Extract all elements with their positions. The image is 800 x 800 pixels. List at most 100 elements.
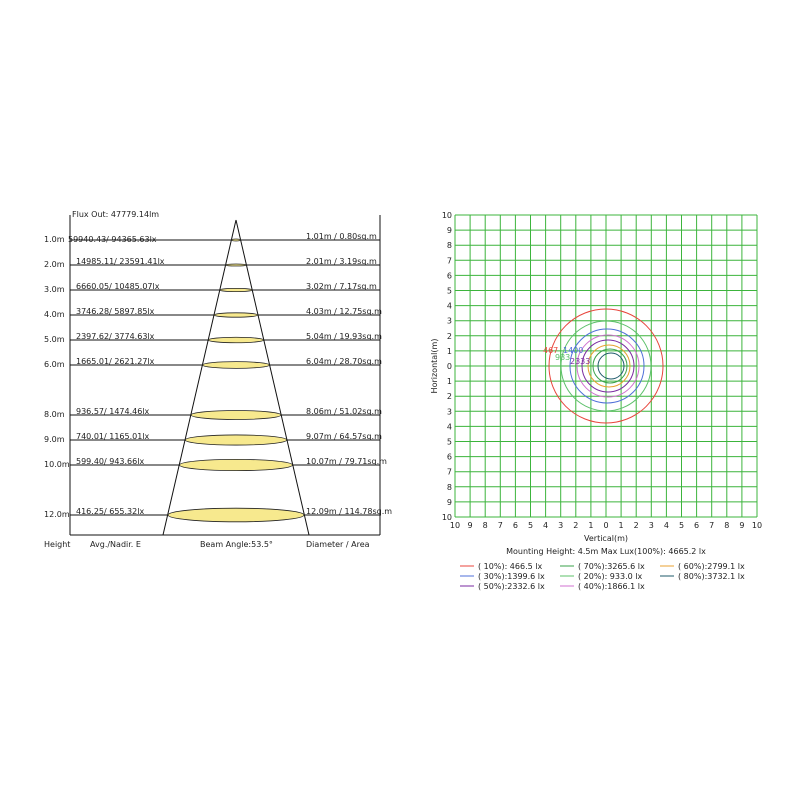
x-tick-label: 6 [513,521,518,530]
row-illuminance: 59940.43/ 94365.63lx [68,235,157,244]
contour-label: 933 [555,353,570,362]
footer-illuminance: Avg./Nadir. E [90,540,141,549]
beam-ellipse [219,287,253,293]
flux-out: Flux Out: 47779.14lm [72,210,159,219]
contour [592,348,628,384]
contour [576,334,640,398]
footer-beam-angle: Beam Angle:53.5° [200,540,273,549]
contour [587,344,631,388]
y-tick-label: 2 [447,392,452,401]
legend-label: ( 30%):1399.6 lx [478,572,545,581]
legend-label: ( 80%):3732.1 lx [678,572,745,581]
cone-edge [235,219,310,536]
row-illuminance: 599.40/ 943.66lx [76,457,144,466]
y-tick-label: 8 [447,483,452,492]
row-diameter: 6.04m / 28.70sq.m [306,357,382,366]
y-tick-label: 7 [447,256,452,265]
row-height: 4.0m [44,310,65,319]
y-tick-label: 1 [447,377,452,386]
y-tick-label: 5 [447,287,452,296]
contour [560,320,652,412]
y-tick-label: 3 [447,407,452,416]
row-height: 12.0m [44,510,70,519]
beam-ellipse [202,361,270,369]
beam-ellipse [179,458,293,472]
row-height: 6.0m [44,360,65,369]
row-diameter: 12.09m / 114.78sq.m [306,507,392,516]
cone-edge [162,219,237,536]
x-tick-label: 5 [528,521,533,530]
footer-diameter: Diameter / Area [306,540,370,549]
x-tick-label: 3 [649,521,654,530]
legend-label: ( 40%):1866.1 lx [578,582,645,591]
row-height: 9.0m [44,435,65,444]
row-height: 3.0m [44,285,65,294]
y-tick-label: 10 [442,211,452,220]
beam-ellipse [225,263,247,267]
legend-label: ( 50%):2332.6 lx [478,582,545,591]
row-diameter: 1.01m / 0.80sq.m [306,232,377,241]
x-tick-label: 10 [450,521,460,530]
row-height: 8.0m [44,410,65,419]
row-diameter: 3.02m / 7.17sq.m [306,282,377,291]
x-tick-label: 6 [694,521,699,530]
isolux-diagram: Horizontal(m) Vertical(m) Mounting Heigh… [430,211,762,591]
x-tick-label: 4 [664,521,669,530]
y-tick-label: 4 [447,422,452,431]
summary: Mounting Height: 4.5m Max Lux(100%): 466… [506,547,706,556]
row-diameter: 5.04m / 19.93sq.m [306,332,382,341]
y-tick-label: 6 [447,271,452,280]
row-illuminance: 2397.62/ 3774.63lx [76,332,155,341]
y-tick-label: 1 [447,347,452,356]
x-tick-label: 1 [588,521,593,530]
y-tick-label: 9 [447,498,452,507]
row-height: 1.0m [44,235,65,244]
beam-ellipse [184,434,288,446]
x-tick-label: 9 [739,521,744,530]
contour-label: 1400 [563,346,583,355]
beam-ellipse [230,238,242,242]
x-tick-label: 1 [619,521,624,530]
x-tick-label: 4 [543,521,548,530]
x-tick-label: 2 [634,521,639,530]
beam-ellipse [167,507,305,523]
legend-label: ( 70%):3265.6 lx [578,562,645,571]
footer-height: Height [44,540,70,549]
contour [548,308,664,424]
x-tick-label: 7 [709,521,714,530]
y-tick-label: 5 [447,438,452,447]
contour [569,328,645,404]
contour-label: 467 [543,346,558,355]
contour [597,352,625,380]
x-tick-label: 5 [679,521,684,530]
y-tick-label: 7 [447,468,452,477]
row-illuminance: 416.25/ 655.32lx [76,507,144,516]
row-height: 2.0m [44,260,65,269]
x-tick-label: 2 [573,521,578,530]
row-height: 10.0m [44,460,70,469]
row-diameter: 8.06m / 51.02sq.m [306,407,382,416]
x-tick-label: 10 [752,521,762,530]
cone-diagram: Flux Out: 47779.14lm Height Avg./Nadir. … [44,210,392,549]
row-illuminance: 3746.28/ 5897.85lx [76,307,155,316]
y-tick-label: 0 [447,362,452,371]
row-diameter: 2.01m / 3.19sq.m [306,257,377,266]
legend-label: ( 10%): 466.5 lx [478,562,542,571]
beam-ellipse [207,336,265,344]
row-illuminance: 1665.01/ 2621.27lx [76,357,155,366]
y-tick-label: 10 [442,513,452,522]
row-illuminance: 14985.11/ 23591.41lx [76,257,165,266]
row-diameter: 4.03m / 12.75sq.m [306,307,382,316]
x-tick-label: 8 [483,521,488,530]
y-tick-label: 6 [447,453,452,462]
legend-label: ( 60%):2799.1 lx [678,562,745,571]
row-illuminance: 6660.05/ 10485.07lx [76,282,160,291]
row-illuminance: 740.01/ 1165.01lx [76,432,150,441]
row-diameter: 9.07m / 64.57sq.m [306,432,382,441]
x-tick-label: 0 [603,521,608,530]
x-tick-label: 7 [498,521,503,530]
y-tick-label: 9 [447,226,452,235]
x-tick-label: 9 [468,521,473,530]
legend-label: ( 20%): 933.0 lx [578,572,642,581]
